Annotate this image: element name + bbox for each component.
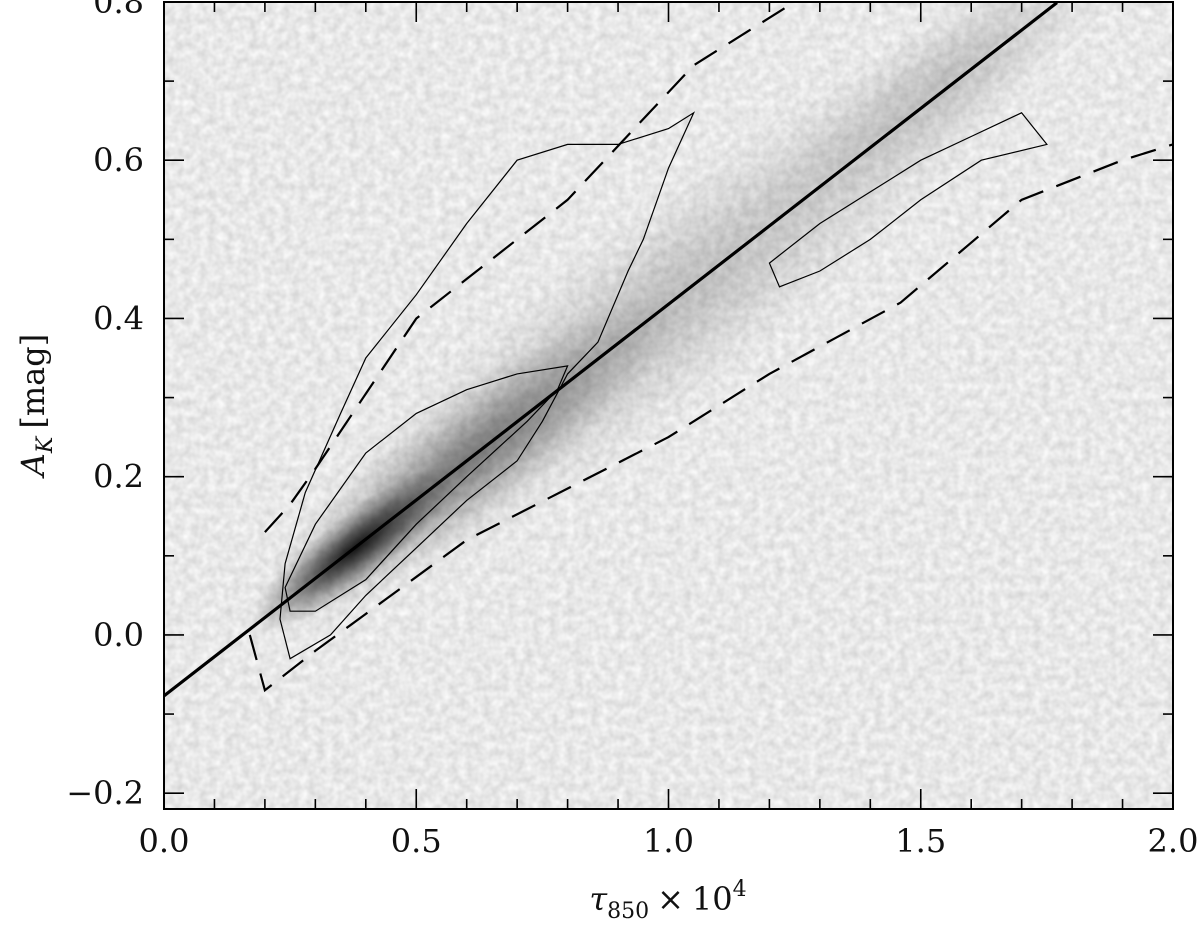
axis-ticks bbox=[163, 1, 1174, 809]
envelope-upper bbox=[264, 2, 796, 533]
x-axis-label: τ850 × 104 bbox=[589, 877, 746, 924]
contour-upper-right bbox=[768, 112, 1048, 288]
x-axis-label-sub: 850 bbox=[607, 899, 649, 924]
x-tick-label: 1.5 bbox=[895, 822, 946, 860]
y-axis-label-main: A bbox=[14, 453, 52, 479]
density-heatmap bbox=[164, 2, 1173, 809]
y-axis-label-unit: [mag] bbox=[14, 334, 52, 429]
y-tick-label: 0.4 bbox=[93, 299, 144, 337]
x-tick-label: 0.5 bbox=[391, 822, 442, 860]
x-tick-label: 0.0 bbox=[139, 822, 190, 860]
envelope-lower bbox=[248, 143, 1173, 693]
y-tick-label: 0.8 bbox=[93, 0, 144, 21]
y-tick-label: 0.0 bbox=[93, 616, 144, 654]
y-axis-label-sub: K bbox=[33, 435, 58, 454]
y-axis-label: AK [mag] bbox=[14, 334, 58, 479]
density-noise bbox=[164, 2, 1173, 809]
x-tick-label: 2.0 bbox=[1148, 822, 1199, 860]
x-tick-label: 1.0 bbox=[643, 822, 694, 860]
y-tick-label: 0.2 bbox=[93, 458, 144, 496]
x-axis-label-exp: 4 bbox=[733, 877, 747, 902]
contour-outer bbox=[279, 111, 696, 660]
lines-group bbox=[164, 2, 1173, 698]
y-tick-label: 0.6 bbox=[93, 141, 144, 179]
x-axis-label-times: × bbox=[657, 880, 684, 918]
tick-labels: 0.0 0.5 1.0 1.5 2.0 −0.2 0.0 0.2 0.4 0.6 0.8 bbox=[66, 0, 1198, 860]
x-axis-label-main: τ bbox=[589, 880, 608, 918]
fit-line bbox=[164, 2, 1058, 698]
y-tick-label: −0.2 bbox=[66, 774, 144, 812]
x-axis-label-base: 10 bbox=[692, 880, 733, 918]
